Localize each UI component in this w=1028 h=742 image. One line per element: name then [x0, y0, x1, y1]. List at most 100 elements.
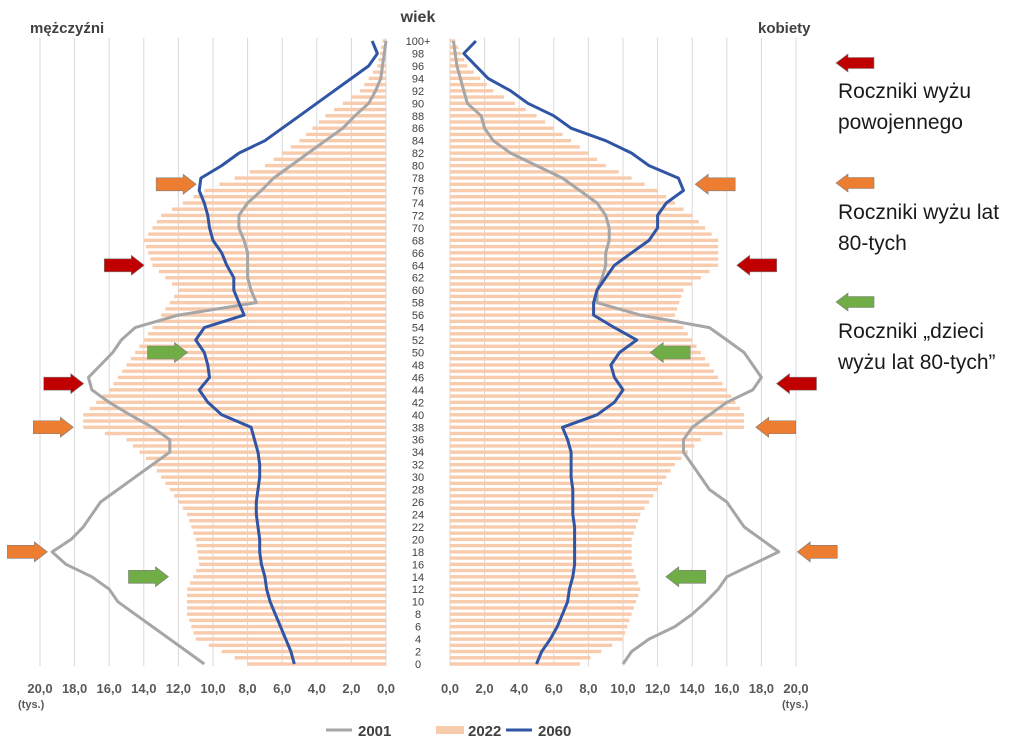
age-tick-label: 74	[412, 198, 424, 210]
bar-2022-women	[450, 319, 680, 324]
bar-2022-men	[156, 469, 386, 473]
bar-2022-women	[450, 207, 684, 211]
bar-2022-men	[351, 95, 386, 99]
bar-2022-men	[122, 369, 387, 373]
bar-2022-women	[450, 593, 639, 598]
women-label: kobiety	[758, 20, 811, 37]
bar-2022-men	[148, 332, 386, 336]
bar-2022-women	[450, 126, 554, 130]
age-tick-label: 80	[412, 161, 424, 173]
bar-2022-women	[450, 39, 456, 43]
bar-2022-men	[208, 643, 386, 648]
bar-2022-men	[143, 338, 386, 342]
arrow-left	[103, 254, 145, 276]
age-tick-label: 50	[412, 348, 424, 360]
annotation-dzieci-wyzu: Roczniki „dzieci wyżu lat 80-tych”	[838, 320, 996, 374]
bar-2022-men	[187, 512, 386, 517]
x-tick-label-left: 12,0	[166, 681, 191, 696]
x-tick-label-right: 0,0	[441, 681, 459, 696]
arrow-left	[147, 341, 189, 364]
bar-2022-women	[450, 631, 626, 635]
line-2060-women	[462, 39, 685, 665]
age-tick-label: 72	[412, 210, 424, 222]
men-label: mężczyźni	[30, 20, 104, 37]
x-tick-label-left: 8,0	[239, 681, 257, 696]
bar-2022-men	[382, 39, 386, 43]
bar-2022-women	[450, 600, 636, 604]
bar-2022-women	[450, 375, 719, 380]
age-tick-label: 30	[412, 472, 424, 484]
bar-2022-men	[113, 381, 387, 386]
bar-2022-men	[152, 462, 386, 467]
bar-2022-women	[450, 525, 636, 529]
bar-2022-men	[193, 575, 386, 579]
unit-label-right: (tys.)	[782, 699, 809, 711]
bar-2022-women	[450, 76, 481, 81]
bar-2022-women	[450, 438, 701, 442]
age-tick-label: 56	[412, 310, 424, 322]
bar-2022-men	[158, 269, 386, 274]
age-tick-label: 100+	[406, 36, 431, 48]
bar-2022-women	[450, 612, 632, 616]
age-tick-label: 4	[415, 634, 421, 646]
bar-2022-men	[187, 606, 386, 610]
legend-label-2022: 2022	[468, 723, 501, 740]
bar-2022-men	[161, 475, 386, 479]
arrow-right	[776, 373, 817, 395]
legend: 2001 2022 2060	[326, 723, 571, 740]
annotation-key-arrow	[835, 292, 875, 312]
arrow-right	[736, 254, 778, 276]
bar-2022-men	[145, 244, 386, 249]
bar-2022-men	[169, 300, 386, 305]
age-tick-label: 26	[412, 497, 424, 509]
bar-2022-women	[450, 475, 667, 479]
bar-2022-men	[187, 587, 386, 591]
bar-2022-women	[450, 244, 719, 249]
age-tick-label: 94	[412, 73, 424, 85]
bar-2022-men	[364, 82, 386, 87]
bar-2022-women	[450, 606, 634, 610]
age-tick-label: 68	[412, 235, 424, 247]
bar-2022-women	[450, 519, 639, 523]
bar-2022-women	[450, 176, 632, 180]
x-tick-label-right: 2,0	[476, 681, 494, 696]
bar-2022-men	[196, 543, 386, 548]
annotation-powojenny: Roczniki wyżu powojennego	[838, 80, 972, 134]
bar-2022-men	[161, 213, 386, 218]
x-tick-label-right: 6,0	[545, 681, 563, 696]
bar-2022-women	[450, 263, 719, 267]
bar-2022-men	[126, 363, 386, 367]
arrow-right	[665, 566, 707, 588]
bar-2022-women	[450, 550, 632, 554]
bar-2022-women	[450, 662, 580, 666]
bar-2022-women	[450, 114, 537, 118]
x-tick-label-left: 16,0	[97, 681, 122, 696]
bar-2022-women	[450, 531, 634, 535]
x-tick-label-left: 10,0	[200, 681, 225, 696]
bar-2022-men	[117, 375, 386, 380]
age-tick-label: 16	[412, 559, 424, 571]
age-tick-label: 98	[412, 48, 424, 60]
bar-2022-women	[450, 313, 675, 317]
x-tick-label-left: 14,0	[131, 681, 156, 696]
bar-2022-women	[450, 163, 606, 168]
x-axis-ticks: 20,0 18,0 16,0 14,0 12,0 10,0 8,0 6,0 4,0 2,0 0,0 0…	[27, 681, 808, 696]
bar-2022-men	[174, 494, 386, 498]
bar-2022-women	[450, 381, 723, 386]
x-tick-label-left: 6,0	[273, 681, 291, 696]
bar-2022-men	[152, 325, 386, 330]
bar-2022-women	[450, 307, 678, 311]
bar-2022-women	[450, 213, 693, 218]
bar-2022-men	[193, 531, 386, 535]
bar-2022-men	[342, 101, 386, 105]
bar-2022-men	[102, 394, 387, 398]
x-tick-label-left: 20,0	[27, 681, 52, 696]
bar-2022-women	[450, 419, 745, 423]
arrow-left	[128, 566, 169, 588]
bar-2022-men	[130, 357, 386, 361]
bar-2022-women	[450, 182, 645, 186]
bar-2022-men	[193, 631, 386, 635]
bar-2022-men	[234, 656, 386, 660]
bar-2022-men	[204, 188, 386, 193]
age-tick-label: 2	[415, 647, 421, 659]
